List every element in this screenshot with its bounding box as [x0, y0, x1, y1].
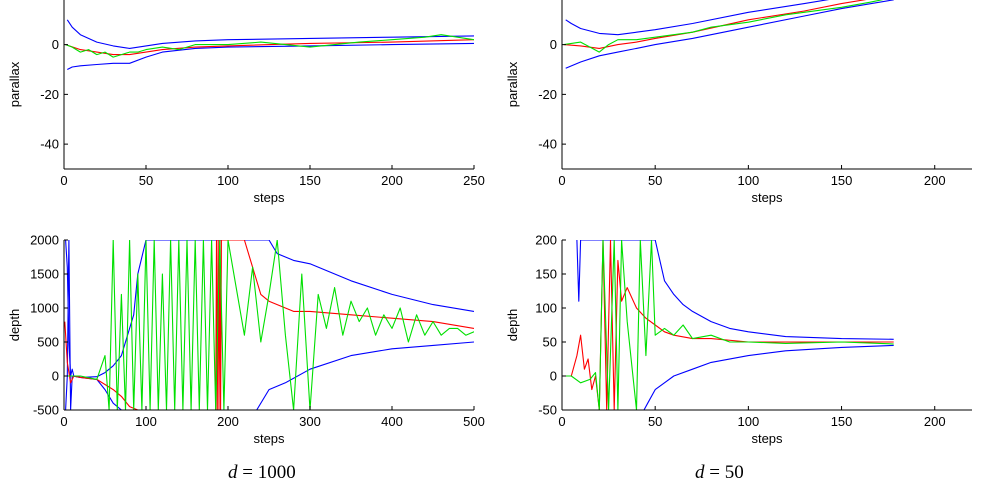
x-tick-label: 300: [299, 414, 321, 429]
caption-left-variable: d: [228, 462, 238, 483]
y-tick-label: 1500: [30, 267, 59, 282]
y-tick-label: -40: [40, 137, 59, 152]
series-line-upper-bound: [66, 19, 474, 49]
series-line-mean: [563, 0, 867, 49]
series-line-lower-bound: [565, 0, 894, 69]
caption-left-value: = 1000: [242, 462, 296, 483]
x-tick-label: 0: [558, 414, 565, 429]
y-axis-label: parallax: [7, 61, 22, 107]
series-line-measured: [64, 240, 474, 410]
y-tick-label: 20: [45, 0, 59, 2]
x-axis-label: steps: [751, 431, 783, 446]
x-tick-label: 50: [648, 173, 662, 188]
y-tick-label: -500: [33, 403, 59, 418]
y-tick-label: -20: [40, 87, 59, 102]
y-tick-label: 0: [52, 37, 59, 52]
x-tick-label: 100: [738, 414, 760, 429]
y-tick-label: 500: [37, 335, 59, 350]
y-axis-label: depth: [505, 309, 520, 342]
y-tick-label: 1000: [30, 301, 59, 316]
series-group: [563, 0, 894, 69]
x-tick-label: 50: [139, 173, 153, 188]
chart-depth_d1000: 0 100 200 300 400 500-5000500100015002000step…: [7, 233, 485, 447]
y-tick-label: 50: [543, 335, 557, 350]
x-tick-label: 100: [135, 414, 157, 429]
x-tick-label: 150: [831, 173, 853, 188]
y-tick-label: 0: [550, 37, 557, 52]
series-line-measured: [563, 0, 884, 53]
x-tick-label: 100: [738, 173, 760, 188]
x-tick-label: 200: [381, 173, 403, 188]
y-tick-label: 200: [535, 233, 557, 248]
series-line-measured: [65, 34, 474, 58]
x-tick-label: 0: [558, 173, 565, 188]
y-tick-label: 2000: [30, 233, 59, 248]
y-tick-label: 20: [543, 0, 557, 2]
x-tick-label: 500: [463, 414, 485, 429]
x-tick-label: 200: [217, 414, 239, 429]
caption-left: d = 1000: [228, 462, 296, 484]
y-tick-label: 150: [535, 267, 557, 282]
series-group: [65, 19, 474, 70]
x-tick-label: 150: [831, 414, 853, 429]
series-line-lower-bound: [65, 240, 474, 410]
y-axis-label: parallax: [505, 61, 520, 107]
caption-right-value: = 50: [709, 462, 744, 483]
series-line-upper-bound: [565, 0, 830, 36]
caption-right: d = 50: [695, 462, 744, 484]
y-tick-label: -50: [538, 403, 557, 418]
x-tick-label: 0: [60, 173, 67, 188]
x-axis-label: steps: [751, 190, 783, 205]
x-axis-label: steps: [253, 431, 285, 446]
y-tick-label: -20: [538, 87, 557, 102]
y-tick-label: 100: [535, 301, 557, 316]
x-tick-label: 100: [217, 173, 239, 188]
series-line-lower-bound: [67, 42, 474, 70]
y-axis-label: depth: [7, 309, 22, 342]
series-line-mean: [563, 240, 894, 410]
x-axis-label: steps: [253, 190, 285, 205]
x-tick-label: 150: [299, 173, 321, 188]
x-tick-label: 200: [924, 173, 946, 188]
y-tick-label: -40: [538, 137, 557, 152]
chart-parallax_d50: 0 50 100 150 200 -40 -20 0 20 steps parallax: [505, 0, 972, 205]
series-line-measured: [563, 240, 894, 410]
series-line-lower-bound: [643, 344, 894, 410]
chart-parallax_d1000: 0 50 100 150 200 250 -40 -20 0 20 steps parallax: [7, 0, 485, 205]
x-tick-label: 400: [381, 414, 403, 429]
series-group: [563, 240, 894, 410]
x-tick-label: 50: [648, 414, 662, 429]
x-tick-label: 250: [463, 173, 485, 188]
caption-right-variable: d: [695, 462, 705, 483]
y-tick-label: 0: [52, 369, 59, 384]
x-tick-label: 0: [60, 414, 67, 429]
y-tick-label: 0: [550, 369, 557, 384]
series-line-mean: [65, 39, 474, 56]
series-group: [64, 240, 474, 410]
x-tick-label: 200: [924, 414, 946, 429]
series-line-upper-bound: [576, 240, 894, 340]
